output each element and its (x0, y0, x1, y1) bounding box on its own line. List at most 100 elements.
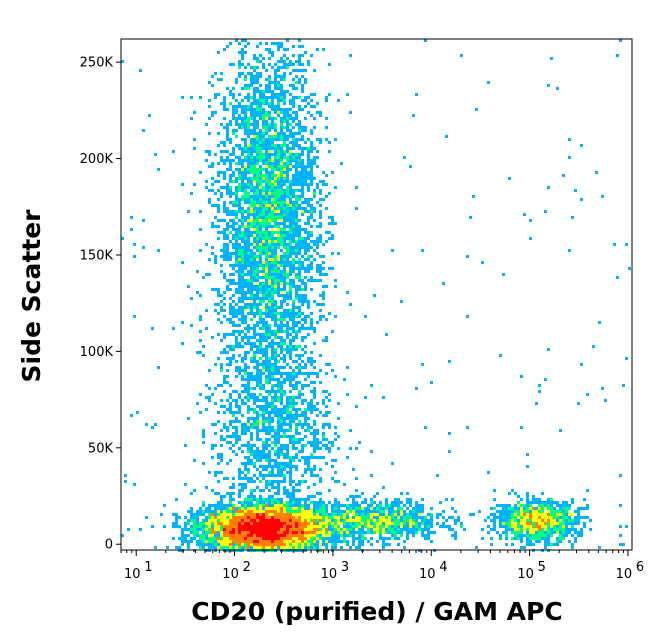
event-dot (265, 519, 268, 522)
event-dot (235, 360, 238, 363)
event-dot (274, 303, 277, 306)
event-dot (346, 519, 349, 522)
event-dot (337, 507, 340, 510)
event-dot (310, 432, 313, 435)
event-dot (289, 354, 292, 357)
event-dot (244, 171, 247, 174)
event-dot (229, 516, 232, 519)
event-dot (214, 303, 217, 306)
event-dot (502, 516, 505, 519)
event-dot (202, 528, 205, 531)
event-dot (235, 504, 238, 507)
event-dot (292, 132, 295, 135)
event-dot (307, 372, 310, 375)
event-dot (268, 51, 271, 54)
event-dot (283, 171, 286, 174)
event-dot (241, 39, 244, 42)
event-dot (256, 153, 259, 156)
event-dot (316, 267, 319, 270)
event-dot (277, 480, 280, 483)
event-dot (262, 276, 265, 279)
event-dot (259, 510, 262, 513)
event-dot (541, 531, 544, 534)
event-dot (235, 204, 238, 207)
event-dot (214, 288, 217, 291)
event-dot (256, 81, 259, 84)
event-dot (259, 459, 262, 462)
event-dot (283, 150, 286, 153)
event-dot (226, 531, 229, 534)
event-dot (244, 261, 247, 264)
event-dot (538, 534, 541, 537)
event-dot (298, 249, 301, 252)
event-dot (250, 162, 253, 165)
event-dot (247, 426, 250, 429)
event-dot (316, 321, 319, 324)
event-dot (358, 543, 361, 546)
event-dot (253, 231, 256, 234)
event-dot (268, 315, 271, 318)
event-dot (421, 249, 424, 252)
event-dot (160, 513, 163, 516)
event-dot (229, 360, 232, 363)
event-dot (268, 390, 271, 393)
event-dot (244, 84, 247, 87)
event-dot (301, 423, 304, 426)
event-dot (283, 60, 286, 63)
event-dot (307, 531, 310, 534)
event-dot (292, 87, 295, 90)
event-dot (265, 363, 268, 366)
event-dot (208, 117, 211, 120)
event-dot (403, 546, 406, 549)
event-dot (265, 444, 268, 447)
event-dot (352, 519, 355, 522)
event-dot (319, 225, 322, 228)
event-dot (325, 504, 328, 507)
event-dot (307, 243, 310, 246)
event-dot (313, 465, 316, 468)
event-dot (397, 504, 400, 507)
event-dot (304, 468, 307, 471)
event-dot (283, 456, 286, 459)
event-dot (277, 156, 280, 159)
event-dot (520, 510, 523, 513)
event-dot (559, 510, 562, 513)
event-dot (262, 372, 265, 375)
event-dot (334, 540, 337, 543)
event-dot (256, 138, 259, 141)
event-dot (313, 192, 316, 195)
event-dot (274, 378, 277, 381)
event-dot (292, 414, 295, 417)
event-dot (226, 522, 229, 525)
event-dot (256, 522, 259, 525)
event-dot (358, 534, 361, 537)
event-dot (232, 222, 235, 225)
event-dot (532, 525, 535, 528)
event-dot (295, 453, 298, 456)
event-dot (247, 273, 250, 276)
event-dot (553, 510, 556, 513)
event-dot (556, 519, 559, 522)
event-dot (358, 531, 361, 534)
event-dot (262, 231, 265, 234)
event-dot (268, 225, 271, 228)
event-dot (283, 372, 286, 375)
event-dot (265, 486, 268, 489)
event-dot (502, 507, 505, 510)
event-dot (232, 108, 235, 111)
event-dot (283, 261, 286, 264)
event-dot (238, 312, 241, 315)
event-dot (280, 198, 283, 201)
event-dot (337, 528, 340, 531)
event-dot (214, 72, 217, 75)
event-dot (214, 402, 217, 405)
event-dot (256, 264, 259, 267)
event-dot (307, 402, 310, 405)
event-dot (265, 138, 268, 141)
event-dot (238, 354, 241, 357)
event-dot (301, 399, 304, 402)
event-dot (298, 285, 301, 288)
event-dot (289, 378, 292, 381)
event-dot (256, 141, 259, 144)
event-dot (283, 174, 286, 177)
